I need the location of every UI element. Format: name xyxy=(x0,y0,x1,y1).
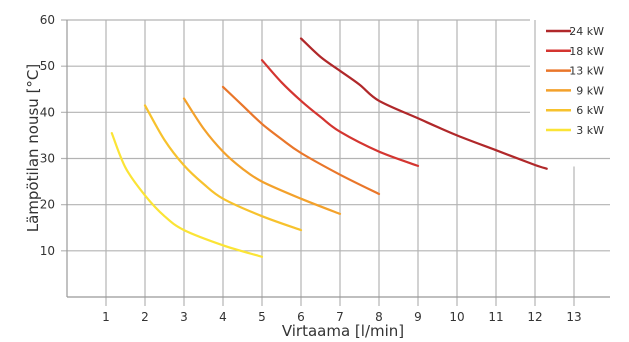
series-line-6kw xyxy=(143,104,303,232)
y-tick-label: 50 xyxy=(40,59,55,73)
series-line-3kw xyxy=(110,132,264,258)
x-tick-label: 10 xyxy=(449,310,464,324)
series-line-9kw xyxy=(182,97,342,215)
legend: 24 kW 18 kW 13 kW 9 kW 6 kW 3 kW xyxy=(546,25,604,137)
y-tick-label: 60 xyxy=(40,13,55,27)
x-tick-label: 2 xyxy=(141,310,149,324)
y-tick-label: 10 xyxy=(40,244,55,258)
x-tick-label: 3 xyxy=(180,310,188,324)
x-tick-label: 8 xyxy=(375,310,383,324)
series-line-18kw xyxy=(260,59,420,167)
plot-area xyxy=(110,37,548,258)
series-line-24kw xyxy=(299,37,548,170)
legend-label-24kw: 24 kW xyxy=(569,25,604,38)
x-tick-label: 9 xyxy=(414,310,422,324)
x-tick-label: 11 xyxy=(488,310,503,324)
x-tick-label: 6 xyxy=(297,310,305,324)
x-tick-label: 5 xyxy=(258,310,266,324)
legend-label-9kw: 9 kW xyxy=(576,84,604,97)
x-tick-label: 7 xyxy=(336,310,344,324)
series-line-13kw xyxy=(221,85,381,196)
y-tick-label: 40 xyxy=(40,105,55,119)
legend-label-13kw: 13 kW xyxy=(569,65,604,78)
x-tick-label: 12 xyxy=(527,310,542,324)
legend-label-18kw: 18 kW xyxy=(569,45,604,58)
grid xyxy=(61,19,610,306)
x-tick-label: 4 xyxy=(219,310,227,324)
x-axis-title: Virtaama [l/min] xyxy=(282,322,404,340)
legend-label-3kw: 3 kW xyxy=(576,124,604,137)
y-tick-label: 30 xyxy=(40,152,55,166)
x-tick-label: 1 xyxy=(102,310,110,324)
x-tick-label: 13 xyxy=(566,310,581,324)
legend-label-6kw: 6 kW xyxy=(576,104,604,117)
y-tick-label: 20 xyxy=(40,198,55,212)
y-axis-title: Lämpötilan nousu [°C] xyxy=(24,64,42,233)
